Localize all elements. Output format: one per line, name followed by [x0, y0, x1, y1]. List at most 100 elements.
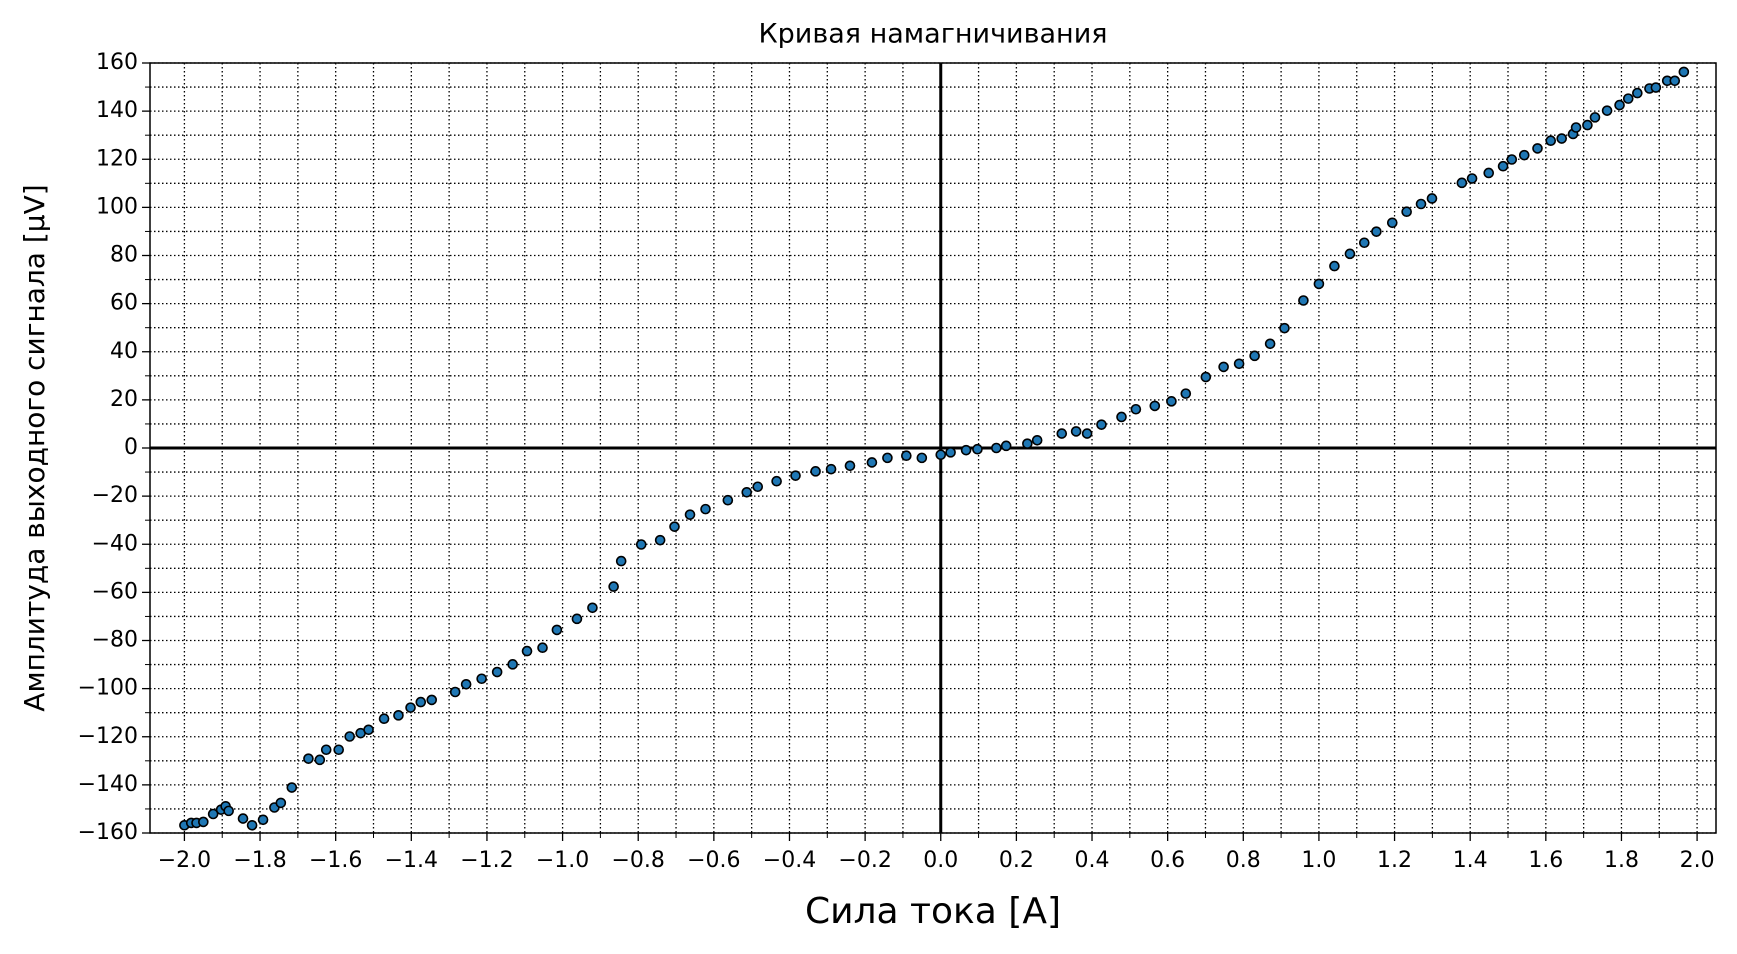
x-tick-label: −2.0 — [158, 848, 211, 873]
y-axis-label: Амплитуда выходного сигнала [μV] — [18, 184, 51, 711]
x-tick-label: −1.8 — [233, 848, 286, 873]
point — [1070, 426, 1082, 437]
x-tick-label: 0.2 — [999, 848, 1034, 873]
point — [449, 686, 461, 698]
point — [207, 808, 219, 820]
x-tick-label: −1.0 — [536, 848, 589, 873]
y-tick-label: −140 — [78, 772, 138, 797]
point — [635, 539, 647, 550]
point — [491, 666, 503, 678]
point — [1200, 371, 1212, 383]
point — [237, 813, 249, 824]
point — [1497, 160, 1509, 172]
point — [1313, 278, 1325, 290]
point — [344, 731, 355, 742]
point — [1149, 400, 1161, 412]
point — [1022, 438, 1033, 449]
point — [1096, 419, 1107, 430]
point — [1233, 358, 1245, 370]
point — [198, 816, 209, 828]
point — [684, 509, 696, 520]
point — [393, 710, 404, 721]
point — [608, 581, 619, 592]
point — [1466, 173, 1478, 184]
point — [246, 819, 258, 831]
y-tick-label: 100 — [96, 194, 138, 219]
point — [825, 463, 837, 475]
point — [1589, 112, 1601, 123]
y-tick-label: −20 — [92, 483, 138, 508]
point — [1570, 122, 1582, 133]
y-tick-label: 60 — [110, 291, 138, 316]
point — [916, 452, 928, 464]
point — [1329, 260, 1340, 272]
x-tick-label: 1.2 — [1377, 848, 1412, 873]
point — [257, 814, 269, 826]
x-tick-label: −0.8 — [612, 848, 665, 873]
y-tick-label: 20 — [110, 387, 138, 412]
point — [1116, 411, 1127, 423]
point — [1000, 440, 1012, 452]
x-tick-label: 1.8 — [1604, 848, 1639, 873]
point — [1678, 66, 1690, 78]
y-tick-label: 80 — [110, 243, 138, 268]
point — [844, 460, 856, 472]
point — [363, 724, 374, 736]
point — [901, 450, 912, 462]
point — [810, 466, 821, 477]
point — [935, 449, 947, 461]
point — [1456, 177, 1468, 189]
point — [1130, 403, 1142, 415]
point — [426, 694, 438, 706]
y-tick-label: 40 — [110, 339, 138, 364]
point — [654, 534, 666, 546]
point — [1650, 82, 1662, 93]
plot-frame — [149, 62, 1717, 834]
point — [333, 744, 345, 756]
point — [571, 613, 583, 625]
point — [960, 444, 972, 456]
point — [1614, 99, 1625, 111]
x-tick-label: −1.4 — [385, 848, 438, 873]
point — [972, 443, 983, 455]
x-tick-label: 0.0 — [923, 848, 958, 873]
point — [521, 645, 533, 657]
x-tick-label: 0.4 — [1075, 848, 1110, 873]
point — [1180, 388, 1192, 399]
point — [223, 805, 234, 817]
x-tick-label: 0.6 — [1150, 848, 1185, 873]
point — [303, 753, 314, 764]
point — [1386, 217, 1398, 229]
point — [615, 555, 627, 567]
point — [1371, 226, 1382, 237]
y-tick-label: −60 — [92, 579, 138, 604]
point — [1166, 396, 1177, 407]
point — [790, 470, 801, 481]
x-tick-label: 2.0 — [1680, 848, 1715, 873]
point — [551, 624, 563, 636]
x-tick-label: −0.6 — [687, 848, 740, 873]
chart-title: Кривая намагничивания — [758, 19, 1107, 50]
point — [882, 452, 893, 464]
point — [476, 673, 487, 685]
point — [991, 442, 1002, 454]
y-tick-label: 140 — [96, 98, 138, 123]
point — [1556, 133, 1568, 144]
x-tick-label: −0.4 — [763, 848, 816, 873]
point — [1056, 428, 1068, 439]
point — [1518, 149, 1530, 161]
point — [378, 713, 390, 725]
y-tick-label: −120 — [78, 724, 138, 749]
point — [405, 702, 416, 713]
x-tick-label: −1.2 — [460, 848, 513, 873]
point — [507, 659, 518, 670]
point — [415, 696, 427, 708]
x-tick-label: 1.6 — [1528, 848, 1563, 873]
point — [1031, 434, 1043, 446]
point — [275, 797, 287, 809]
point — [1545, 135, 1557, 147]
x-tick-label: 1.0 — [1301, 848, 1336, 873]
point — [866, 457, 878, 468]
point — [587, 602, 598, 614]
